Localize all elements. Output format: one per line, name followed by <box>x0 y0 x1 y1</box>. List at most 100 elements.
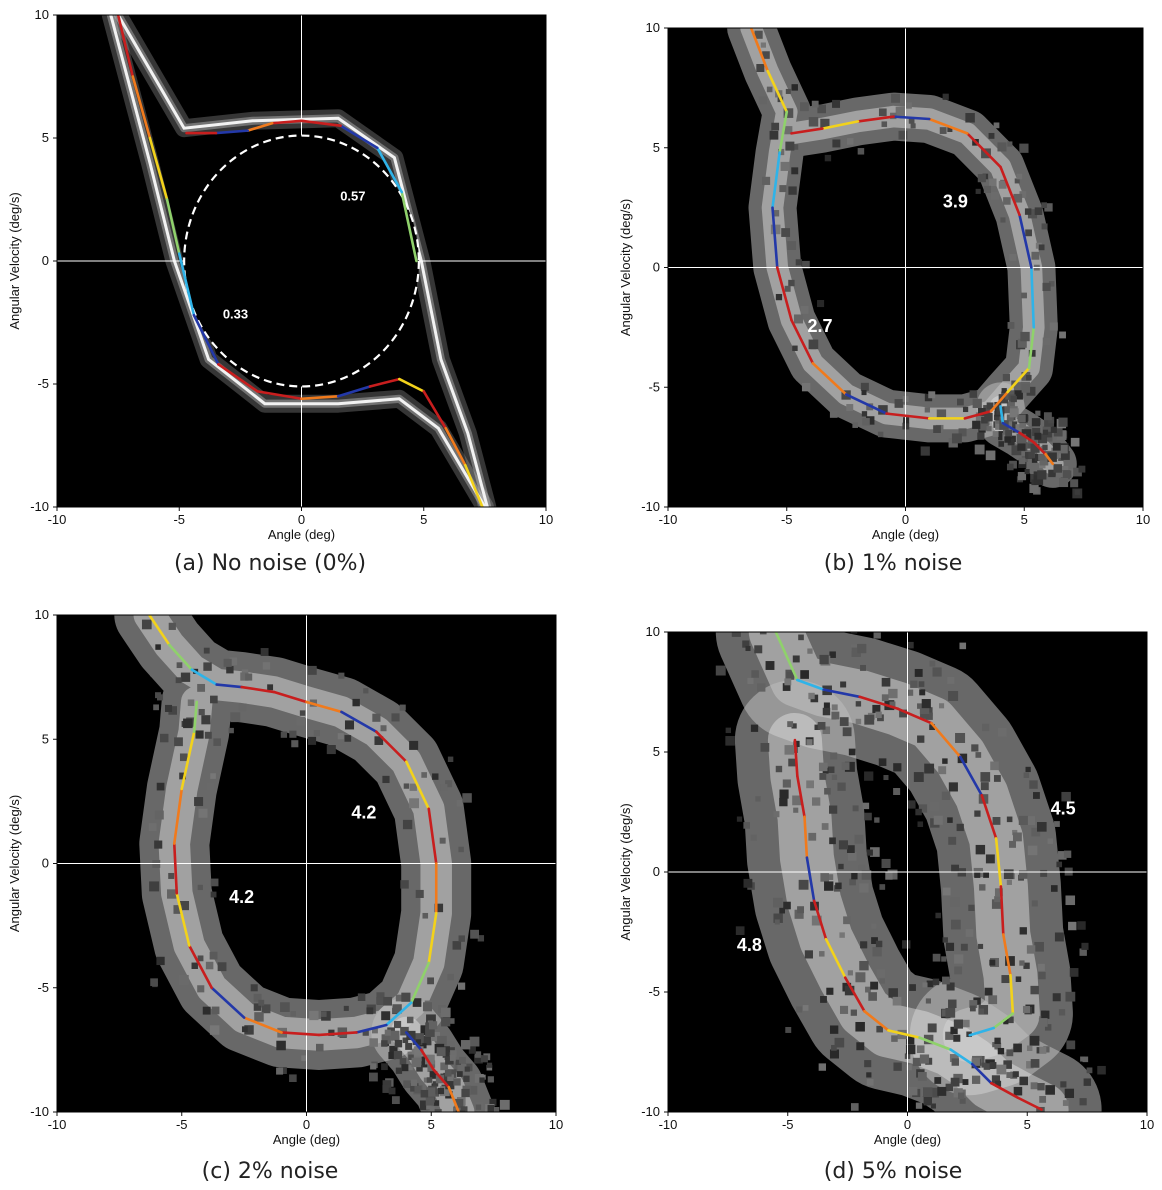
trajectory-segment <box>368 377 401 388</box>
panel-a: 0.57 0.33 -10 -5 0 5 10 -10 -5 0 5 10 Angle (deg) Ang… <box>7 7 553 576</box>
trajectory-segment <box>215 683 243 689</box>
trajectory-segment <box>375 730 408 763</box>
y-tick-label: -5 <box>37 376 49 391</box>
trajectory-segment <box>214 129 250 135</box>
trajectory-segment <box>427 807 438 865</box>
x-tick-label: -5 <box>176 1117 188 1132</box>
trajectory-segment <box>1032 441 1047 456</box>
y-tick-label: 0 <box>42 856 49 871</box>
y-tick-label: -10 <box>641 499 660 514</box>
y-tick-label: 10 <box>646 20 660 35</box>
trajectory-segment <box>272 690 308 704</box>
trajectory-segment <box>256 390 303 401</box>
trajectory-segment <box>409 961 431 1004</box>
trajectory-segment <box>771 151 781 209</box>
y-tick-label: 5 <box>653 744 660 759</box>
trajectory-segment <box>317 1031 358 1037</box>
trajectory-segment <box>930 721 962 759</box>
trajectory-segment <box>1001 421 1021 435</box>
x-tick-label: -10 <box>48 1117 67 1132</box>
y-axis-label: Angular Velocity (deg/s) <box>618 199 633 336</box>
trajectory-segment <box>280 1031 321 1037</box>
x-tick-label: -5 <box>782 1117 794 1132</box>
trajectory-segment <box>172 787 184 845</box>
trajectory-segment <box>192 313 220 366</box>
trajectory-segment <box>210 986 246 1019</box>
trajectory-segment <box>844 393 888 415</box>
panel-caption: (d) 5% noise <box>824 1159 963 1184</box>
x-tick-label: 5 <box>420 512 427 527</box>
trajectory-segment <box>444 426 467 467</box>
y-tick-label: 10 <box>35 7 49 22</box>
trajectory-segment <box>305 700 343 714</box>
plot-frame <box>667 27 1144 508</box>
trajectory-segment <box>404 1031 423 1052</box>
trajectory-segment <box>992 1012 1015 1030</box>
trajectory-segment <box>240 685 276 694</box>
trajectory-segment <box>949 1048 974 1066</box>
trajectory-segment <box>980 793 998 840</box>
heatmap-layer <box>668 28 1143 507</box>
trajectory-segment <box>970 1062 993 1085</box>
trajectory-segment <box>355 1023 388 1034</box>
trajectory-segment <box>339 124 379 150</box>
trajectory-segment <box>1044 453 1055 466</box>
annotation-1: 0.33 <box>223 307 248 322</box>
y-tick-label: 5 <box>653 140 660 155</box>
annotation-0: 0.57 <box>340 188 365 203</box>
heatmap-layer <box>57 615 556 1112</box>
trajectory-segment <box>1018 431 1036 444</box>
trajectory-segment <box>994 837 1003 888</box>
x-tick-label: 0 <box>303 1117 310 1132</box>
trajectory-segment <box>217 363 259 393</box>
trajectory-segment <box>999 885 1005 936</box>
y-tick-label: -5 <box>648 984 660 999</box>
plot-frame <box>667 631 1148 1113</box>
x-tick-label: 0 <box>298 512 305 527</box>
trajectory-segment <box>863 1009 890 1032</box>
panel-b: 3.9 2.7 -10 -5 0 5 10 -10 -5 0 5 10 Angle (deg) Angul… <box>618 20 1150 576</box>
x-tick-label: 10 <box>549 1117 563 1132</box>
x-axis-label: Angle (deg) <box>872 527 939 542</box>
trajectory-segment <box>887 1029 921 1039</box>
annotation-0: 4.5 <box>1051 798 1076 818</box>
trajectory-segment <box>400 190 418 263</box>
trajectory-segment <box>116 15 135 78</box>
trajectory-segment <box>824 937 847 979</box>
trajectory-segment <box>1006 366 1031 394</box>
x-tick-label: 10 <box>1136 512 1150 527</box>
x-tick-label: 5 <box>1021 512 1028 527</box>
trajectory-segment <box>771 206 779 269</box>
x-tick-label: -10 <box>48 512 67 527</box>
y-tick-label: 10 <box>35 607 49 622</box>
trajectory-segment <box>892 115 931 121</box>
x-axis-label: Angle (deg) <box>273 1132 340 1147</box>
trajectory-segment <box>843 976 866 1013</box>
y-tick-label: 5 <box>42 130 49 145</box>
panel-c: 4.2 4.2 -10 -5 0 5 10 -10 -5 0 5 10 Angle (deg) Angul… <box>7 607 563 1184</box>
trajectory-segment <box>167 643 194 671</box>
annotation-1: 4.2 <box>229 887 254 907</box>
trajectory-segment <box>856 115 895 123</box>
trajectory-segment <box>796 678 825 691</box>
trajectory-segment <box>999 405 1005 425</box>
trajectory-segment <box>1030 266 1036 329</box>
reference-circle <box>183 134 420 388</box>
y-axis-label: Angular Velocity (deg/s) <box>7 192 22 329</box>
trajectory-segment <box>918 1036 952 1051</box>
trajectory-segment <box>427 911 438 965</box>
trajectory-segment <box>172 842 179 895</box>
x-tick-label: -5 <box>781 512 793 527</box>
trajectory-segment <box>812 899 828 941</box>
x-tick-label: -5 <box>173 512 185 527</box>
annotation-0: 3.9 <box>943 192 968 212</box>
trajectory-segment <box>404 760 431 811</box>
y-tick-label: -10 <box>30 1104 49 1119</box>
trajectory-segment <box>858 695 900 711</box>
trajectory-segment <box>811 361 848 396</box>
trajectory-segment <box>464 463 484 507</box>
annotation-1: 2.7 <box>807 316 832 336</box>
trajectory-segment <box>340 710 378 734</box>
x-tick-label: -10 <box>659 512 678 527</box>
